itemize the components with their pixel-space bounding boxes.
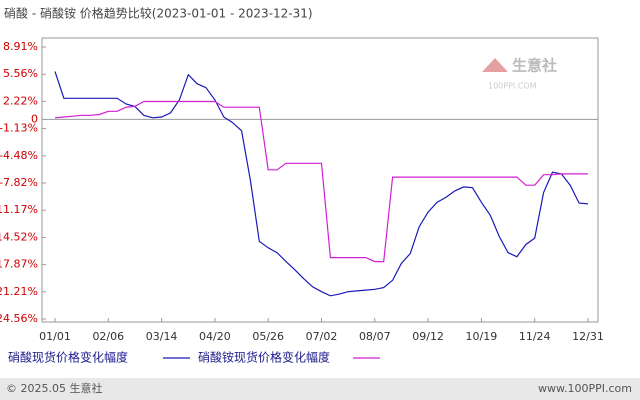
y-tick-label: -7.82%: [0, 176, 38, 189]
x-tick-label: 10/19: [466, 330, 498, 343]
legend-label: 硝酸现货价格变化幅度: [8, 350, 128, 365]
y-tick-label: 5.56%: [3, 67, 38, 80]
y-tick-label: -4.48%: [0, 149, 38, 162]
y-tick-label: -11.17%: [0, 203, 38, 216]
x-tick-label: 01/01: [39, 330, 71, 343]
x-tick-label: 02/06: [92, 330, 124, 343]
y-tick-label: 8.91%: [3, 40, 38, 53]
plot-frame: [41, 37, 599, 323]
x-tick-label: 07/02: [306, 330, 338, 343]
footer-bar: [0, 378, 640, 400]
series-line: [54, 71, 589, 297]
watermark-sub: 100PPI.COM: [488, 82, 537, 91]
watermark-logo: [482, 58, 508, 72]
legend-label: 硝酸铵现货价格变化幅度: [198, 350, 330, 365]
y-tick-label: -24.56%: [0, 312, 38, 325]
x-tick-label: 04/20: [199, 330, 231, 343]
x-tick-label: 11/24: [519, 330, 551, 343]
x-tick-label: 05/26: [252, 330, 284, 343]
y-tick-label: -17.87%: [0, 258, 38, 271]
watermark: 生意社: [512, 57, 557, 75]
footer-left: © 2025.05 生意社: [6, 381, 102, 395]
x-tick-label: 12/31: [572, 330, 604, 343]
x-tick-label: 09/12: [412, 330, 444, 343]
y-tick-label: 0: [31, 112, 38, 125]
footer-right: www.100PPI.com: [538, 382, 632, 395]
y-tick-label: -1.13%: [0, 122, 38, 135]
series-line: [54, 100, 588, 263]
y-tick-label: -14.52%: [0, 230, 38, 243]
x-tick-label: 03/14: [146, 330, 178, 343]
chart-title: 硝酸 - 硝酸铵 价格趋势比较(2023-01-01 - 2023-12-31): [4, 6, 313, 21]
y-tick-label: 2.22%: [3, 94, 38, 107]
x-tick-label: 08/07: [359, 330, 391, 343]
y-tick-label: -21.21%: [0, 285, 38, 298]
